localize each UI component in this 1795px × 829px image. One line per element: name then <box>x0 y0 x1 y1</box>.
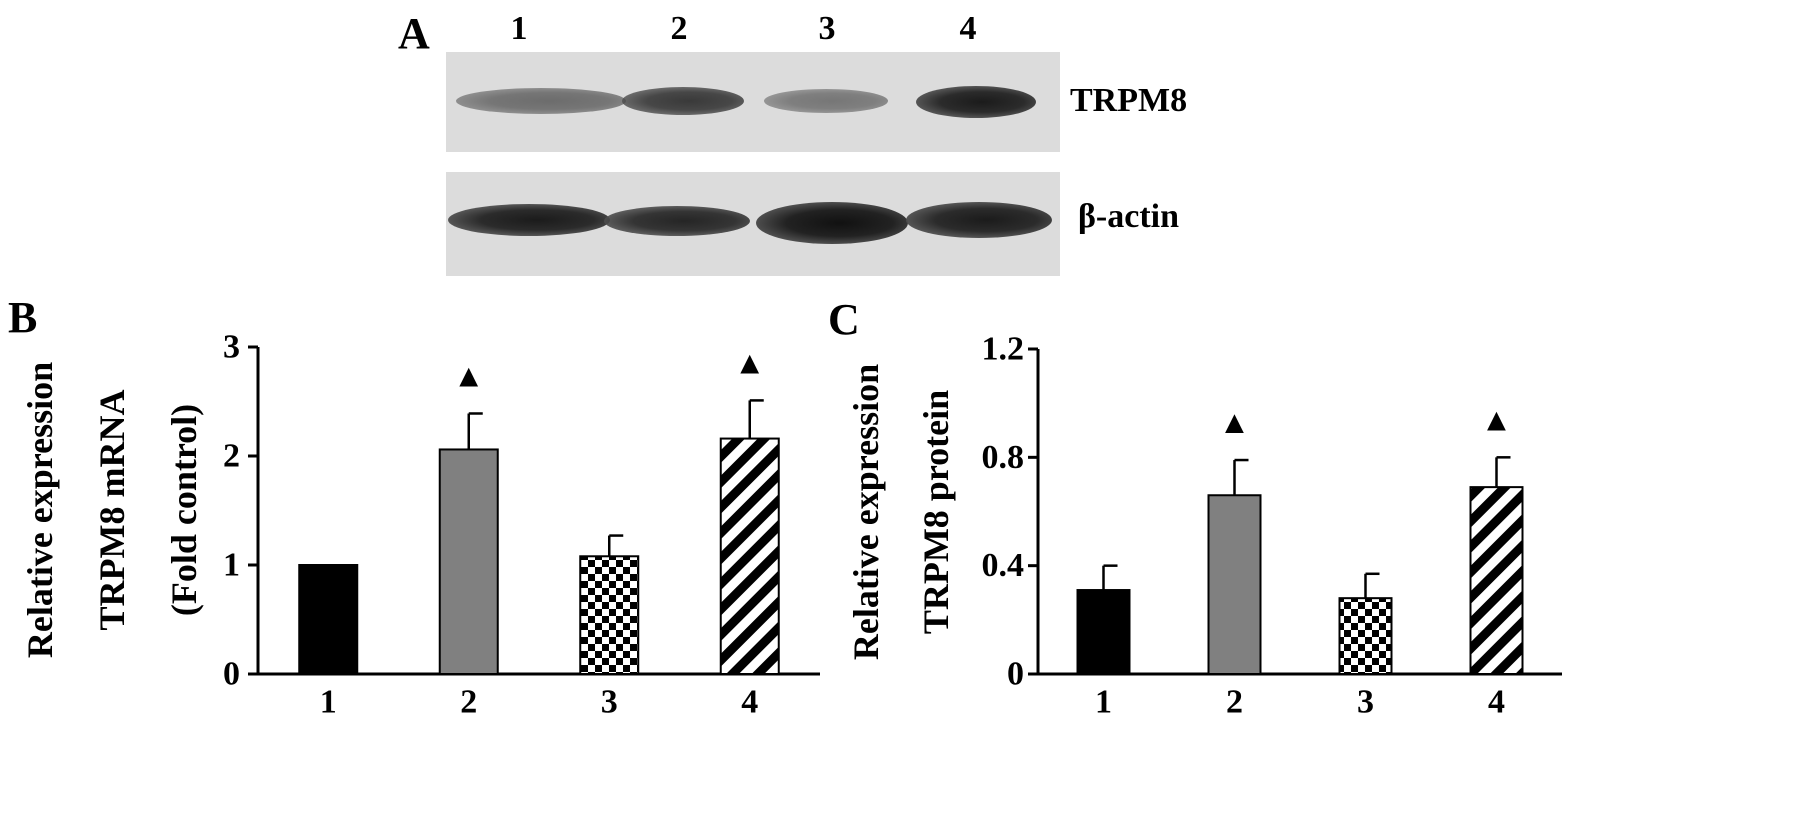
beta-actin-blot-label: β-actin <box>1078 198 1180 235</box>
chart-c-category-label-3: 3 <box>1357 684 1374 721</box>
chart-b-ytick-label: 0 <box>223 656 240 693</box>
lane-label-2: 2 <box>670 10 688 47</box>
trpm8-band-2 <box>622 87 744 115</box>
chart-c-ylabel-line-1: Relative expression <box>846 364 886 660</box>
lane-label-3: 3 <box>818 10 836 47</box>
chart-c-ytick-label: 0 <box>1007 656 1024 693</box>
trpm8-band-3 <box>764 89 888 113</box>
trpm8-blot-label: TRPM8 <box>1070 82 1188 119</box>
beta-actin-band-1 <box>448 204 610 236</box>
chart-b-category-label-1: 1 <box>320 684 337 721</box>
trpm8-blot <box>446 52 1060 152</box>
beta-actin-band-3 <box>756 202 908 244</box>
chart-c-significance-marker-4: ▲ <box>1481 401 1513 437</box>
chart-b-ylabel-line-1: Relative expression <box>20 362 60 658</box>
chart-c-significance-marker-2: ▲ <box>1219 404 1251 440</box>
chart-b-ylabel-line-2: TRPM8 mRNA <box>92 390 132 631</box>
chart-b-category-label-3: 3 <box>601 684 618 721</box>
chart-b-significance-marker-2: ▲ <box>453 357 485 393</box>
lane-label-1: 1 <box>510 10 528 47</box>
trpm8-band-4 <box>916 86 1036 118</box>
chart-c-ytick-label: 0.8 <box>982 439 1025 476</box>
chart-c-ytick-label: 0.4 <box>982 547 1025 584</box>
chart-b-significance-marker-4: ▲ <box>734 344 766 380</box>
chart-c-ytick-label: 1.2 <box>982 331 1025 368</box>
beta-actin-blot <box>446 172 1060 276</box>
chart-b-ytick-label: 3 <box>223 329 240 366</box>
trpm8-band-1 <box>456 88 626 114</box>
chart-c-category-label-1: 1 <box>1095 684 1112 721</box>
beta-actin-band-4 <box>906 202 1052 238</box>
chart-b-category-label-4: 4 <box>741 684 758 721</box>
chart-b-bar-1 <box>298 564 359 675</box>
chart-c-ylabel-line-2: TRPM8 protein <box>916 390 956 634</box>
beta-actin-band-2 <box>604 206 750 236</box>
chart-c-bar-4 <box>1469 486 1524 675</box>
lane-label-4: 4 <box>959 10 977 47</box>
chart-b-category-label-2: 2 <box>460 684 477 721</box>
chart-b-ytick-label: 1 <box>223 547 240 584</box>
chart-b-bar-4 <box>719 437 780 675</box>
chart-b-bar-3 <box>579 555 640 676</box>
chart-b-ylabel-line-3: (Fold control) <box>164 404 204 616</box>
chart-b-ytick-label: 2 <box>223 438 240 475</box>
chart-b-panel-label: B <box>8 293 37 342</box>
chart-c-bar-1 <box>1076 589 1131 676</box>
chart-b-bar-2 <box>438 448 499 675</box>
chart-c-bar-3 <box>1338 597 1393 676</box>
chart-c-bar-2 <box>1207 494 1262 675</box>
chart-c-category-label-4: 4 <box>1488 684 1505 721</box>
panel-a-label: A <box>398 9 430 58</box>
chart-c-panel-label: C <box>828 295 860 344</box>
chart-c-category-label-2: 2 <box>1226 684 1243 721</box>
